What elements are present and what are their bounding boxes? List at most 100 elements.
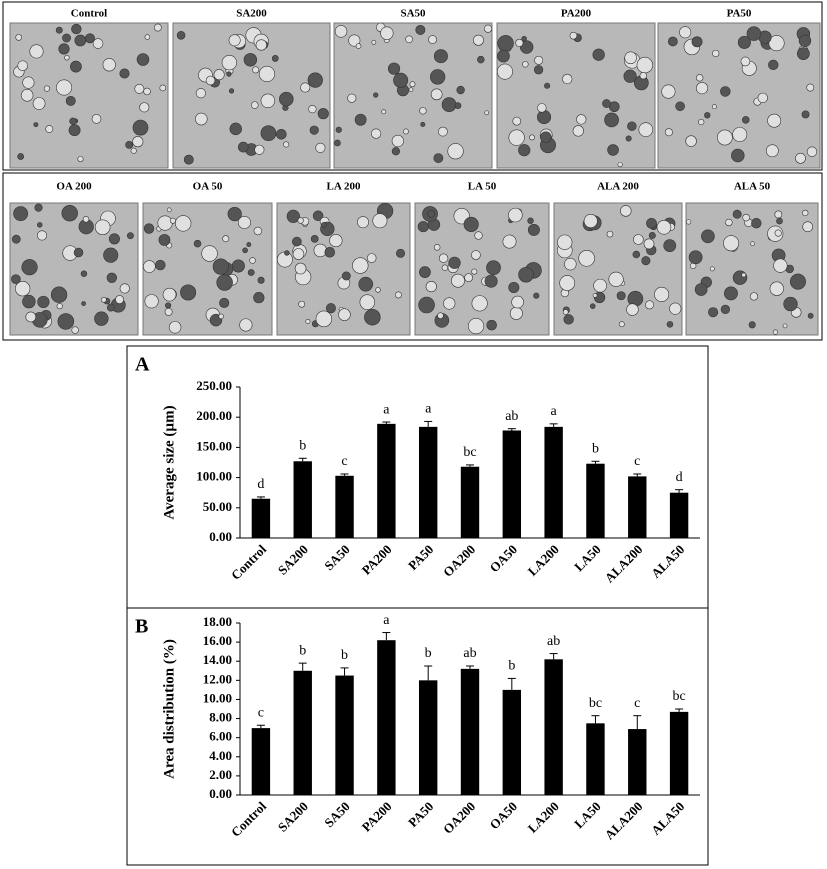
- cell-droplet: [251, 101, 259, 109]
- cell-droplet: [592, 48, 605, 61]
- cell-droplet: [741, 272, 747, 278]
- cell-droplet: [366, 253, 377, 263]
- image-label: SA50: [400, 8, 426, 20]
- x-tick-label: OA200: [440, 799, 478, 837]
- cell-droplet: [276, 129, 287, 140]
- cell-droplet: [666, 321, 674, 328]
- cell-droplet: [801, 110, 810, 119]
- cell-droplet: [768, 35, 785, 52]
- cell-droplet: [578, 249, 595, 267]
- cell-droplet: [433, 49, 448, 64]
- x-tick-label: LA200: [525, 799, 562, 836]
- cell-droplet: [483, 24, 493, 33]
- cell-droplet: [467, 317, 485, 335]
- bar: [586, 723, 605, 795]
- cell-droplet: [639, 71, 647, 80]
- cell-droplet: [355, 43, 362, 49]
- cell-droplet: [139, 102, 150, 113]
- x-tick-label: ALA200: [602, 799, 646, 843]
- cell-droplet: [696, 82, 709, 95]
- cell-droplet: [641, 256, 651, 266]
- cell-droplet: [394, 291, 402, 299]
- bar: [377, 640, 396, 795]
- cell-droplet: [443, 297, 456, 310]
- cell-droplet: [252, 66, 260, 74]
- cell-droplet: [80, 270, 88, 277]
- bar: [460, 466, 480, 538]
- significance-letter: a: [425, 402, 432, 417]
- cell-droplet: [271, 55, 279, 62]
- x-tick-label: SA50: [321, 542, 353, 574]
- cell-droplet: [283, 141, 290, 148]
- cell-droplet: [773, 258, 788, 273]
- cell-droplet: [563, 314, 574, 325]
- cell-droplet: [335, 126, 342, 133]
- y-tick-label: 4.00: [209, 748, 232, 763]
- x-tick-label: LA50: [571, 799, 604, 832]
- cell-droplet: [260, 93, 276, 108]
- significance-letter: b: [341, 648, 348, 663]
- cell-droplet: [472, 34, 484, 46]
- cell-droplet: [685, 135, 697, 147]
- cell-droplet: [486, 260, 501, 276]
- y-tick-label: 0.00: [209, 786, 232, 801]
- cell-droplet: [175, 215, 192, 232]
- cell-droplet: [144, 34, 151, 40]
- cell-droplet: [205, 75, 216, 86]
- cell-droplet: [153, 23, 162, 32]
- cell-droplet: [33, 122, 39, 128]
- cell-droplet: [664, 128, 673, 137]
- y-tick-label: 12.00: [203, 671, 232, 686]
- cell-droplet: [796, 47, 810, 60]
- cell-droplet: [249, 257, 256, 264]
- cell-droplet: [720, 304, 730, 315]
- cell-droplet: [515, 38, 524, 47]
- x-tick-label: ALA50: [648, 542, 687, 581]
- cell-droplet: [239, 318, 253, 332]
- cell-droplet: [636, 56, 653, 74]
- cell-droplet: [37, 222, 43, 228]
- cell-droplet: [315, 142, 326, 153]
- cell-droplet: [732, 209, 742, 219]
- cell-droplet: [391, 147, 401, 156]
- cell-droplet: [294, 262, 307, 275]
- bar: [460, 668, 480, 795]
- cell-droplet: [45, 125, 54, 133]
- cell-droplet: [695, 74, 704, 82]
- cell-droplet: [73, 247, 84, 258]
- cell-droplet: [669, 302, 682, 315]
- cell-droplet: [592, 293, 598, 298]
- image-label: OA 50: [193, 181, 223, 193]
- cell-droplet: [527, 217, 534, 224]
- cell-droplet: [391, 134, 404, 148]
- cell-droplet: [169, 217, 176, 224]
- cell-droplet: [511, 295, 524, 309]
- cell-droplet: [518, 144, 531, 157]
- cell-droplet: [544, 82, 551, 89]
- cell-droplet: [765, 144, 779, 158]
- cell-droplet: [508, 129, 525, 146]
- cell-droplet: [371, 39, 377, 45]
- bar: [628, 476, 647, 538]
- cell-droplet: [508, 281, 520, 293]
- cell-droplet: [486, 319, 497, 331]
- cell-droplet: [593, 278, 607, 293]
- cell-droplet: [11, 274, 21, 284]
- x-tick-label: LA200: [525, 542, 562, 579]
- cell-droplet: [130, 147, 137, 154]
- cell-droplet: [119, 283, 130, 294]
- cell-droplet: [433, 153, 444, 163]
- cell-droplet: [419, 266, 431, 278]
- cell-droplet: [425, 280, 437, 293]
- image-label: PA50: [727, 8, 752, 20]
- cell-droplet: [155, 259, 166, 271]
- cell-droplet: [428, 35, 437, 44]
- significance-letter: a: [383, 402, 390, 417]
- cell-droplet: [776, 217, 783, 225]
- cell-droplet: [84, 33, 95, 44]
- cell-droplet: [430, 88, 443, 101]
- cell-droplet: [43, 85, 51, 92]
- y-tick-label: 0.00: [209, 529, 232, 544]
- cell-droplet: [795, 152, 806, 164]
